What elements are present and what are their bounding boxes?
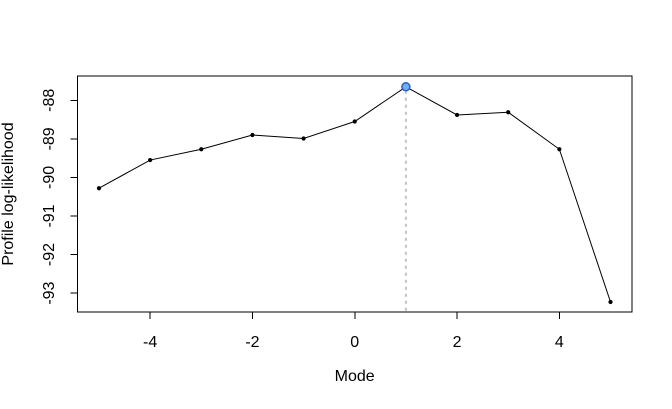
data-point <box>454 112 460 118</box>
highlight-point-max <box>401 82 411 92</box>
data-point <box>96 186 102 191</box>
data-point <box>506 110 511 115</box>
data-point <box>352 119 357 124</box>
y-axis-tick-label: -91 <box>41 204 58 227</box>
y-axis-title: Profile log-likelihood <box>0 122 17 265</box>
y-axis-tick-label: -92 <box>41 243 58 266</box>
y-axis-tick-label: -90 <box>41 166 58 189</box>
y-axis-tick-label: -89 <box>41 127 58 150</box>
x-axis-tick-label: -2 <box>245 334 259 351</box>
data-point <box>148 157 153 163</box>
data-point <box>301 136 306 141</box>
data-point <box>608 299 613 305</box>
x-axis-tick-label: -4 <box>143 334 157 351</box>
y-axis-tick-label: -88 <box>41 89 58 112</box>
profile-line <box>98 86 611 303</box>
data-point <box>250 132 255 138</box>
plot-border-box <box>77 75 633 313</box>
x-axis-tick-label: 4 <box>555 334 564 351</box>
x-axis-title: Mode <box>335 368 375 385</box>
data-point <box>557 147 562 152</box>
y-axis-tick-label: -93 <box>41 281 58 304</box>
x-axis-tick-label: 2 <box>453 334 462 351</box>
data-point <box>199 147 204 152</box>
x-axis-tick-label: 0 <box>350 334 359 351</box>
